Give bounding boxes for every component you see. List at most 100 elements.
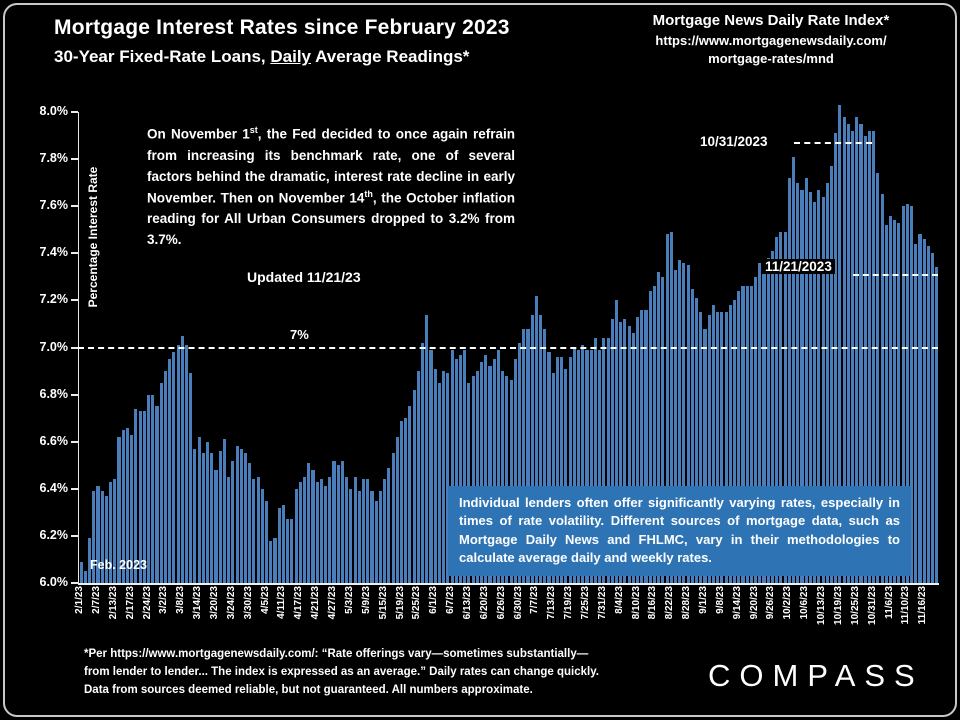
bar-4/18/23 [302, 477, 307, 583]
y-tick-mark [71, 487, 78, 490]
bar-8/2/23 [610, 319, 614, 583]
x-tick-label: 2/13/23 [107, 586, 119, 620]
bar-7/14/23 [555, 356, 560, 583]
bar-4/28/23 [336, 465, 340, 583]
bar-6/7/23 [450, 349, 454, 583]
bar-5/3/23 [349, 488, 353, 583]
x-tick-label: 5/19/23 [394, 586, 406, 620]
oct31-annotation-label: 10/31/2023 [700, 134, 768, 149]
bar-5/24/23 [412, 389, 416, 583]
x-tick-label: 2/1/23 [74, 586, 86, 614]
bar-5/30/23 [425, 314, 429, 583]
bar-2/2/23 [83, 571, 87, 583]
bar-9/5/23 [707, 314, 711, 583]
bar-3/20/23 [214, 469, 218, 583]
bar-10/25/23 [855, 116, 859, 583]
bar-4/4/23 [260, 488, 264, 583]
x-tick-label: 7/31/23 [596, 586, 608, 620]
bar-7/5/23 [526, 328, 530, 583]
x-tick-label: 11/6/23 [883, 586, 895, 619]
bar-6/29/23 [513, 359, 517, 583]
x-tick-label: 9/14/23 [731, 586, 743, 620]
x-tick-label: 7/7/23 [529, 586, 541, 614]
bar-5/9/23 [366, 479, 370, 583]
bar-11/8/23 [897, 222, 901, 583]
x-tick-label: 8/28/23 [681, 586, 693, 620]
bar-2/17/23 [130, 434, 134, 583]
bar-9/29/23 [783, 232, 787, 583]
y-tick-label: 7.2% [39, 292, 69, 307]
bar-5/10/23 [370, 491, 374, 583]
bar-3/9/23 [184, 345, 189, 583]
bar-10/11/23 [813, 201, 817, 583]
bar-6/27/23 [505, 375, 509, 583]
bar-6/1/23 [433, 368, 437, 583]
subtitle-text-post: Average Readings* [311, 47, 470, 66]
x-tick-label: 11/16/23 [917, 586, 929, 625]
x-tick-label: 7/19/23 [563, 586, 575, 620]
x-tick-label: 4/11/23 [276, 586, 288, 619]
bar-8/1/23 [606, 338, 610, 583]
x-tick-label: 7/13/23 [546, 586, 558, 620]
bar-9/8/23 [720, 312, 724, 583]
x-tick-label: 9/1/23 [698, 586, 710, 614]
bar-8/22/23 [669, 232, 673, 583]
y-tick-label: 7.0% [39, 339, 69, 354]
bar-7/31/23 [602, 338, 606, 583]
bar-3/17/23 [210, 453, 214, 583]
bar-9/14/23 [737, 290, 741, 583]
bar-2/6/23 [92, 491, 96, 583]
bar-2/3/23 [87, 538, 92, 583]
x-tick-label: 10/2/23 [782, 586, 794, 620]
bar-6/23/23 [496, 349, 500, 583]
bar-6/30/23 [517, 342, 522, 583]
bar-5/5/23 [357, 491, 361, 583]
x-tick-label: 6/1/23 [428, 586, 440, 614]
bar-11/6/23 [888, 215, 893, 583]
bar-11/21/23 [935, 267, 939, 583]
bar-5/12/23 [378, 491, 382, 583]
bar-2/1/23 [79, 561, 83, 583]
y-tick-label: 6.2% [39, 527, 69, 542]
y-tick-label: 7.8% [39, 151, 69, 166]
bar-10/17/23 [829, 166, 834, 583]
bar-4/26/23 [328, 477, 332, 583]
x-tick-label: 8/4/23 [613, 586, 625, 614]
bar-5/31/23 [429, 349, 433, 583]
bar-5/22/23 [404, 418, 408, 583]
bar-11/20/23 [931, 253, 935, 583]
bar-10/26/23 [859, 123, 863, 583]
annotation-sup2: th [364, 188, 373, 199]
bar-8/23/23 [673, 269, 678, 583]
bar-4/13/23 [290, 519, 294, 583]
x-tick-label: 9/20/23 [748, 586, 760, 620]
bar-7/3/23 [522, 328, 526, 583]
bar-3/21/23 [218, 451, 222, 583]
bar-2/22/23 [138, 411, 142, 583]
bar-6/13/23 [467, 382, 471, 583]
bar-5/19/23 [399, 420, 404, 583]
reference-line-11/21/2023 [853, 273, 938, 276]
source-title: Mortgage News Daily Rate Index* [652, 12, 890, 29]
bar-7/28/23 [598, 349, 602, 583]
y-tick-mark [71, 582, 78, 584]
source-url: https://www.mortgagenewsdaily.com/ mortg… [602, 32, 940, 68]
page-subtitle: 30-Year Fixed-Rate Loans, Daily Average … [54, 47, 469, 67]
bar-6/20/23 [484, 354, 488, 583]
bar-8/4/23 [619, 321, 623, 583]
bar-8/9/23 [631, 333, 635, 583]
x-tick-label: 6/26/23 [495, 586, 507, 620]
bar-5/2/23 [345, 477, 349, 583]
bar-3/27/23 [235, 446, 239, 583]
bar-4/25/23 [324, 486, 328, 583]
bar-5/8/23 [362, 479, 366, 583]
x-tick-label: 3/14/23 [192, 586, 204, 620]
bar-6/21/23 [488, 366, 492, 583]
page-title: Mortgage Interest Rates since February 2… [54, 16, 510, 39]
bar-9/22/23 [762, 267, 766, 583]
bar-2/24/23 [147, 394, 151, 583]
bar-6/26/23 [501, 371, 505, 583]
x-tick-label: 8/10/23 [630, 586, 642, 620]
bar-4/12/23 [286, 519, 290, 583]
